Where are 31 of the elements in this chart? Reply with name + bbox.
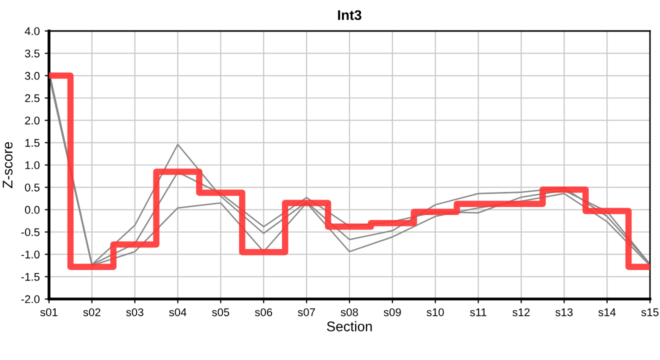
x-tick-label: s04: [169, 308, 186, 316]
y-tick-label: 1.0: [25, 161, 40, 170]
x-tick-label: s06: [254, 308, 272, 316]
y-tick-label: 4.0: [24, 27, 40, 36]
y-tick-label: -0.5: [21, 228, 40, 236]
x-tick-label: s01: [40, 308, 58, 316]
x-tick-label: s10: [426, 308, 444, 316]
x-tick-label: s02: [83, 308, 100, 316]
x-tick-label: s08: [340, 308, 358, 316]
chart-title: Int3: [338, 10, 362, 20]
x-tick-label: s11: [470, 308, 486, 316]
y-tick-label: 3.5: [24, 50, 40, 58]
y-tick-label: 0.5: [24, 184, 40, 192]
x-tick-label: s03: [126, 308, 144, 316]
x-tick-label: s09: [384, 308, 401, 316]
y-tick-label: -2.0: [21, 295, 40, 304]
y-tick-label: 2.5: [25, 94, 40, 102]
y-tick-label: 1.5: [25, 139, 40, 147]
y-axis-title: Z-score: [2, 142, 13, 188]
y-tick-label: 0.0: [24, 206, 40, 214]
x-tick-label: s15: [641, 308, 658, 316]
x-tick-label: s12: [512, 308, 530, 316]
x-axis-title: Section: [326, 321, 372, 332]
y-tick-label: 2.0: [25, 116, 40, 124]
x-tick-label: s05: [212, 308, 230, 316]
y-tick-label: 3.0: [24, 72, 40, 80]
x-tick-label: s14: [598, 308, 616, 316]
x-tick-label: s13: [555, 308, 573, 316]
x-tick-label: s07: [298, 308, 315, 316]
y-tick-label: -1.5: [21, 273, 40, 281]
y-tick-label: -1.0: [21, 250, 40, 258]
